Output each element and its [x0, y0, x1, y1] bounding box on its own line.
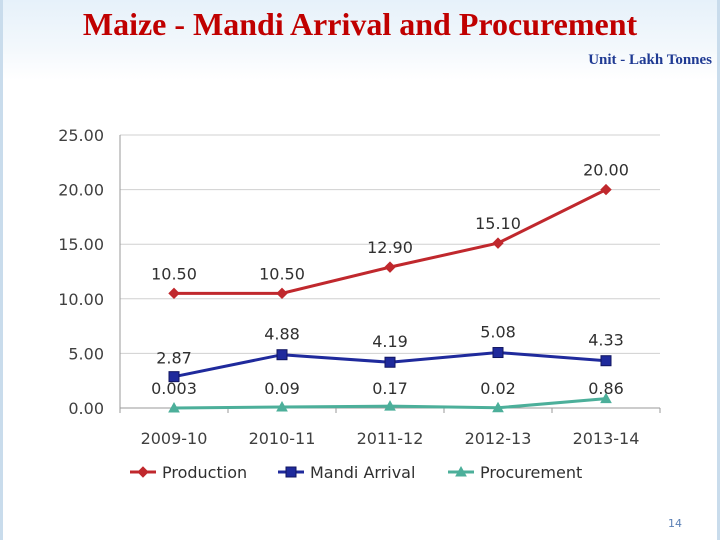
- production-point: [276, 287, 288, 300]
- y-tick-label: 20.00: [58, 181, 104, 200]
- y-tick-label: 25.00: [58, 126, 104, 145]
- mandi-arrival-point: [600, 355, 612, 367]
- unit-label: Unit - Lakh Tonnes: [588, 52, 712, 68]
- production-data-label: 10.50: [259, 264, 305, 283]
- x-tick-label: 2011-12: [357, 429, 424, 448]
- procurement-data-label: 0.86: [588, 379, 624, 398]
- mandi-arrival-legend-label: Mandi Arrival: [310, 463, 415, 482]
- production-point: [168, 287, 180, 300]
- mandi-arrival-point: [384, 356, 396, 368]
- page-number: 14: [668, 517, 682, 530]
- procurement-point: [492, 401, 504, 413]
- production-data-label: 20.00: [583, 161, 629, 180]
- production-point: [384, 261, 396, 273]
- y-tick-label: 0.00: [68, 399, 104, 418]
- mandi-arrival-data-label: 4.19: [372, 332, 408, 351]
- x-tick-label: 2010-11: [249, 429, 316, 448]
- frame-left: [0, 0, 3, 540]
- x-tick-label: 2013-14: [573, 429, 640, 448]
- procurement-data-label: 0.003: [151, 379, 197, 398]
- y-tick-label: 10.00: [58, 290, 104, 309]
- procurement-legend-label: Procurement: [480, 463, 582, 482]
- procurement-data-label: 0.02: [480, 379, 516, 398]
- mandi-arrival-legend-marker: [285, 466, 297, 478]
- production-point: [600, 183, 612, 196]
- y-tick-label: 15.00: [58, 235, 104, 254]
- mandi-arrival-point: [168, 371, 180, 383]
- x-tick-label: 2012-13: [465, 429, 532, 448]
- procurement-point: [600, 392, 612, 404]
- mandi-arrival-data-label: 4.88: [264, 325, 300, 344]
- procurement-point: [384, 400, 396, 411]
- production-legend-marker: [137, 466, 149, 478]
- mandi-arrival-data-label: 5.08: [480, 323, 516, 342]
- mandi-arrival-data-label: 4.33: [588, 331, 624, 350]
- production-data-label: 10.50: [151, 264, 197, 283]
- production-legend-label: Production: [162, 463, 247, 482]
- mandi-arrival-data-label: 2.87: [156, 349, 192, 368]
- procurement-data-label: 0.09: [264, 379, 300, 398]
- mandi-arrival-point: [492, 347, 504, 359]
- mandi-arrival-point: [276, 349, 288, 361]
- production-data-label: 12.90: [367, 238, 413, 257]
- y-tick-label: 5.00: [68, 344, 104, 363]
- procurement-data-label: 0.17: [372, 379, 408, 398]
- procurement-point: [276, 400, 288, 412]
- frame-right: [717, 0, 720, 540]
- production-point: [492, 237, 504, 249]
- x-tick-label: 2009-10: [141, 429, 208, 448]
- procurement-point: [168, 401, 180, 413]
- procurement-legend-marker: [455, 465, 467, 477]
- slide-title: Maize - Mandi Arrival and Procurement: [82, 6, 638, 42]
- production-data-label: 15.10: [475, 214, 521, 233]
- header-band: [0, 0, 720, 80]
